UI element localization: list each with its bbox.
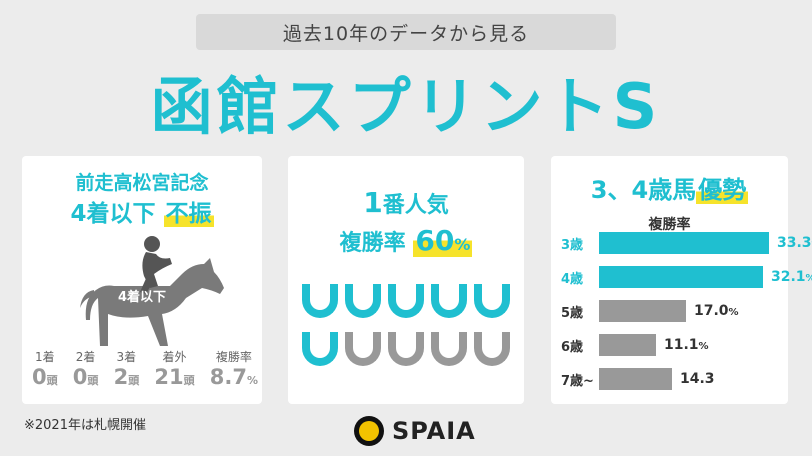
- stat-value: 21: [154, 365, 184, 389]
- stat-out: 着外 21頭: [154, 348, 194, 389]
- bar: [599, 232, 769, 254]
- rate-value: 60: [415, 224, 455, 257]
- bar-label: 3歳: [561, 237, 584, 253]
- bar-label: 6歳: [561, 339, 584, 355]
- stat-value: 2: [113, 365, 129, 389]
- bar-label: 4歳: [561, 271, 584, 287]
- horseshoe-icon: [431, 332, 468, 366]
- horseshoe-icon: [387, 284, 424, 318]
- bar-value: 14.3: [680, 371, 715, 387]
- horseshoe-icon: [301, 284, 338, 318]
- stat-unit: 頭: [128, 374, 140, 387]
- stat-value: 8.7: [209, 365, 247, 389]
- card2-rate: 複勝率 60%: [288, 224, 524, 257]
- bar-row: 4歳 32.1%: [561, 266, 812, 288]
- card-favorite: 1番人気 複勝率 60%: [288, 156, 524, 404]
- horseshoe-icon: [474, 332, 511, 366]
- stat-label: 2着: [75, 350, 96, 364]
- horseshoe-icon: [431, 284, 468, 318]
- stat-unit: 頭: [87, 374, 99, 387]
- horseshoe-icon: [344, 332, 381, 366]
- card1-prefix: 4着以下: [70, 201, 156, 227]
- bar: [599, 266, 763, 288]
- horse-label: 4着以下: [118, 290, 167, 305]
- bar-value: 33.3%: [777, 235, 812, 251]
- stat-label: 3着: [116, 350, 137, 364]
- subtitle-banner: 過去10年のデータから見る: [196, 14, 616, 50]
- bar: [599, 368, 672, 390]
- rate-label: 複勝率: [339, 231, 406, 256]
- stat-label: 1着: [34, 350, 55, 364]
- rate-unit: %: [454, 235, 471, 254]
- stat-1st: 1着 0頭: [32, 348, 58, 389]
- card1-heading: 前走高松宮記念: [75, 172, 209, 194]
- horse-jockey-icon: [80, 236, 224, 346]
- favorite-number: 1: [363, 186, 383, 219]
- bar-value: 17.0%: [694, 303, 739, 319]
- horseshoe-icon: [474, 284, 511, 318]
- rate-highlight: 60%: [413, 224, 473, 257]
- card-previous-race: 前走高松宮記念 4着以下 不振 4着以下 1着 0頭 2着 0頭 3着 2頭 着…: [22, 156, 262, 404]
- age-prefix: 3、4歳馬: [590, 176, 697, 204]
- stat-place-rate: 複勝率 8.7%: [210, 348, 258, 389]
- bar-row: 3歳 33.3%: [561, 232, 812, 254]
- stat-unit: %: [246, 374, 258, 387]
- subtitle-text: 過去10年のデータから見る: [282, 22, 530, 45]
- bar-label: 7歳~: [561, 373, 594, 389]
- page-title: 函館スプリントS: [150, 70, 662, 143]
- horseshoe-icon: [344, 284, 381, 318]
- bar-label: 5歳: [561, 305, 584, 321]
- stat-2nd: 2着 0頭: [73, 348, 99, 389]
- bar: [599, 334, 656, 356]
- stat-value: 0: [32, 365, 47, 389]
- horseshoe-icon: [387, 332, 424, 366]
- card2-heading: 1番人気: [288, 186, 524, 219]
- card1-subheading: 4着以下 不振: [22, 194, 262, 228]
- stat-unit: 頭: [46, 374, 58, 387]
- stats-row: 1着 0頭 2着 0頭 3着 2頭 着外 21頭 複勝率 8.7%: [32, 348, 258, 389]
- card-age: 3、4歳馬優勢 複勝率 3歳 33.3% 4歳 32.1% 5歳 17.0% 6歳 11.1%…: [551, 156, 812, 404]
- card3-heading: 3、4歳馬優勢: [551, 170, 788, 205]
- bar-row: 6歳 11.1%: [561, 334, 709, 356]
- bar-row: 5歳 17.0%: [561, 300, 739, 322]
- bar-value: 32.1%: [771, 269, 812, 285]
- bar-row: 7歳~ 14.3: [561, 368, 715, 390]
- footnote: ※2021年は札幌開催: [24, 418, 146, 433]
- spaia-logo-icon: [354, 416, 384, 446]
- horseshoe-grid: [298, 284, 514, 366]
- logo-text: SPAIA: [392, 417, 476, 445]
- stat-label: 着外: [162, 350, 187, 364]
- stat-unit: 頭: [183, 374, 195, 387]
- logo: SPAIA: [354, 416, 476, 446]
- chart-subtitle: 複勝率: [648, 217, 691, 233]
- horseshoe-icon: [301, 332, 338, 366]
- age-highlight: 優勢: [696, 176, 749, 204]
- stat-3rd: 3着 2頭: [114, 348, 140, 389]
- card1-highlight: 不振: [163, 201, 214, 227]
- bar-value: 11.1%: [664, 337, 709, 353]
- favorite-text: 番人気: [382, 193, 449, 218]
- stat-label: 複勝率: [215, 350, 252, 364]
- bar: [599, 300, 686, 322]
- stat-value: 0: [72, 365, 88, 389]
